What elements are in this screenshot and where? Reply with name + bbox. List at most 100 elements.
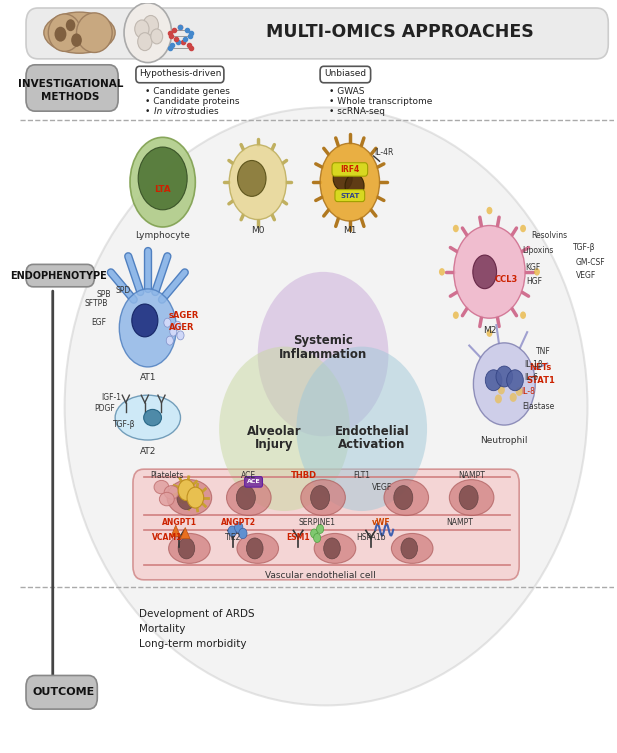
FancyBboxPatch shape (133, 469, 519, 580)
Ellipse shape (453, 225, 525, 319)
Ellipse shape (168, 533, 210, 563)
FancyBboxPatch shape (26, 65, 118, 111)
Circle shape (534, 268, 540, 276)
Circle shape (132, 304, 158, 337)
Circle shape (459, 486, 478, 510)
Circle shape (246, 538, 263, 559)
Ellipse shape (138, 147, 187, 210)
Ellipse shape (115, 395, 181, 440)
Text: Injury: Injury (255, 438, 294, 451)
Circle shape (187, 487, 204, 508)
Circle shape (238, 160, 266, 197)
Ellipse shape (229, 145, 286, 220)
Circle shape (333, 166, 352, 191)
Circle shape (486, 207, 492, 215)
Circle shape (486, 370, 502, 391)
Text: SERPINE1: SERPINE1 (299, 518, 336, 527)
Text: VEGF: VEGF (373, 483, 392, 492)
Circle shape (174, 322, 181, 330)
Circle shape (324, 538, 341, 559)
Circle shape (401, 538, 418, 559)
Text: SPD: SPD (116, 286, 131, 295)
Text: ACE: ACE (247, 480, 260, 484)
Text: THBD: THBD (291, 471, 317, 480)
Text: HSPA1b: HSPA1b (356, 532, 386, 541)
Ellipse shape (48, 14, 81, 51)
Ellipse shape (159, 492, 174, 506)
Text: sAGER: sAGER (168, 311, 199, 320)
Text: ANGPT2: ANGPT2 (222, 518, 256, 527)
Text: VCAM1: VCAM1 (152, 532, 183, 541)
Text: SPB: SPB (96, 290, 110, 299)
Text: Activation: Activation (338, 438, 405, 451)
Circle shape (170, 327, 177, 336)
Ellipse shape (384, 480, 429, 516)
Circle shape (486, 329, 492, 337)
Text: Neutrophil: Neutrophil (481, 435, 528, 444)
Circle shape (177, 486, 196, 510)
Circle shape (234, 523, 243, 532)
Circle shape (310, 486, 329, 510)
Text: LTA: LTA (154, 185, 171, 194)
Polygon shape (171, 526, 181, 536)
Ellipse shape (320, 143, 379, 221)
FancyBboxPatch shape (26, 8, 608, 59)
Text: KGF: KGF (525, 263, 540, 272)
Ellipse shape (314, 533, 356, 563)
Ellipse shape (130, 137, 196, 227)
Text: Hypothesis-driven: Hypothesis-driven (139, 69, 221, 78)
Circle shape (317, 525, 324, 533)
Text: AT1: AT1 (139, 373, 156, 383)
FancyBboxPatch shape (26, 264, 94, 287)
Text: AGER: AGER (169, 324, 194, 332)
Text: Elastase: Elastase (522, 402, 555, 411)
Text: •: • (145, 107, 150, 116)
Polygon shape (181, 528, 190, 538)
Circle shape (496, 366, 513, 387)
Ellipse shape (119, 289, 176, 367)
Circle shape (258, 272, 389, 436)
Circle shape (239, 529, 247, 538)
FancyBboxPatch shape (26, 675, 97, 709)
Circle shape (219, 346, 350, 511)
Circle shape (166, 336, 173, 345)
Circle shape (394, 486, 413, 510)
Ellipse shape (144, 410, 162, 426)
Text: IRF4: IRF4 (340, 165, 360, 174)
Ellipse shape (449, 480, 494, 516)
Circle shape (178, 538, 195, 559)
Text: • Whole transcriptome: • Whole transcriptome (329, 97, 433, 106)
FancyBboxPatch shape (335, 190, 365, 202)
Text: Lymphocyte: Lymphocyte (135, 231, 190, 240)
Text: TGF-β: TGF-β (573, 243, 595, 252)
Text: CCL3: CCL3 (494, 275, 518, 284)
Text: M0: M0 (251, 226, 265, 235)
Text: OUTCOME: OUTCOME (32, 687, 94, 697)
Text: Lipoxins: Lipoxins (522, 246, 553, 255)
Circle shape (164, 319, 171, 327)
Circle shape (453, 225, 459, 232)
Circle shape (498, 386, 505, 395)
Circle shape (507, 370, 523, 391)
Circle shape (345, 174, 364, 198)
Text: STAT1: STAT1 (527, 376, 555, 385)
Text: STAT: STAT (340, 193, 360, 199)
Text: vWF: vWF (372, 518, 391, 527)
Text: • scRNA-seq: • scRNA-seq (329, 107, 385, 116)
Text: Unbiased: Unbiased (324, 69, 366, 78)
Circle shape (520, 312, 526, 319)
Ellipse shape (226, 480, 271, 516)
Circle shape (236, 486, 255, 510)
Text: M2: M2 (482, 325, 496, 334)
FancyBboxPatch shape (320, 66, 371, 83)
Text: GM-CSF: GM-CSF (576, 258, 605, 267)
Text: Development of ARDS: Development of ARDS (139, 609, 255, 619)
Text: • Candidate proteins: • Candidate proteins (145, 97, 239, 106)
Text: INVESTIGATIONAL: INVESTIGATIONAL (18, 78, 123, 89)
Circle shape (495, 395, 502, 404)
Text: IL-1β: IL-1β (524, 360, 543, 369)
Text: MULTI-OMICS APPROACHES: MULTI-OMICS APPROACHES (267, 23, 534, 41)
FancyBboxPatch shape (245, 477, 262, 487)
Text: EGF: EGF (91, 319, 107, 328)
Text: Platelets: Platelets (151, 471, 184, 480)
